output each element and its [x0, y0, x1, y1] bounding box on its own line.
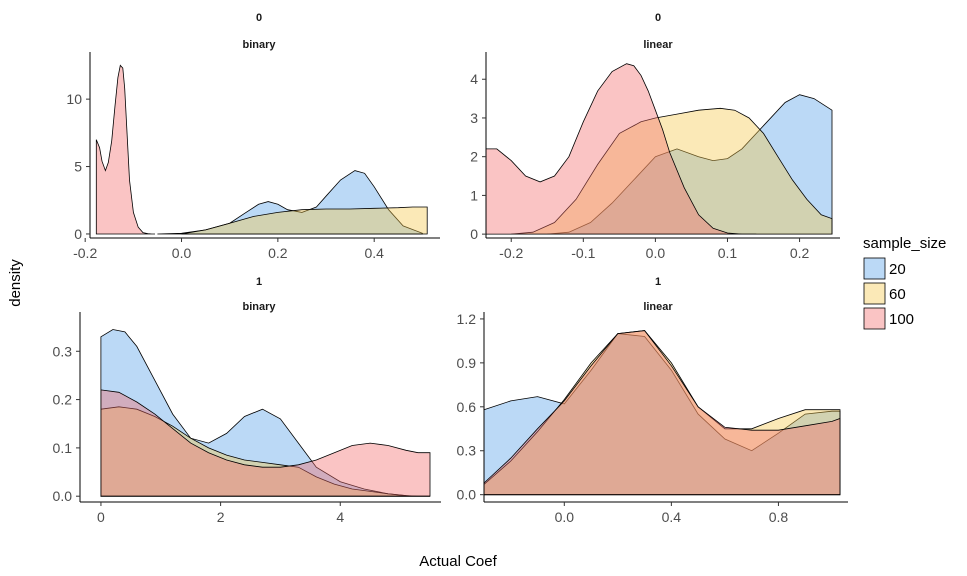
y-tick-label: 0.3 [457, 443, 477, 459]
y-tick-label: 5 [74, 159, 82, 175]
density-area-100 [95, 64, 155, 235]
legend-key-60 [863, 282, 886, 305]
x-tick-label: 4 [336, 509, 344, 525]
facet-strip-top: 1 [655, 276, 661, 288]
density-area-60 [511, 107, 833, 235]
facet-strip-bottom: linear [643, 39, 673, 51]
density-area-100 [100, 389, 431, 497]
x-tick-label: -0.2 [73, 245, 97, 261]
x-tick-label: 0.2 [268, 245, 288, 261]
x-tick-label: -0.2 [499, 245, 523, 261]
density-area-100 [483, 330, 841, 496]
x-tick-label: 0 [97, 509, 105, 525]
y-tick-label: 2 [470, 149, 478, 165]
facet-strip-top: 0 [256, 12, 262, 24]
y-tick-label: 0 [470, 226, 478, 242]
facet-panel: 1 linear 0.0 0.4 0.8 0.0 0.3 0.6 0.9 1.2 [457, 276, 848, 525]
y-tick-label: 0.2 [53, 392, 73, 408]
y-tick-label: 1 [470, 187, 478, 203]
y-tick-label: 0.3 [53, 343, 73, 359]
y-tick-label: 10 [66, 91, 82, 107]
legend-label-100: 100 [889, 311, 914, 328]
y-tick-label: 0.0 [53, 488, 73, 504]
legend-key-100 [863, 307, 886, 330]
x-tick-label: 0.8 [769, 509, 789, 525]
legend-key-20 [863, 257, 886, 280]
legend-title: sample_size [863, 235, 946, 252]
y-tick-label: 1.2 [457, 311, 477, 327]
facet-strip-bottom: binary [242, 301, 276, 313]
facet-panel: 1 binary 0 2 4 0.0 0.1 0.2 0.3 [53, 276, 441, 525]
facet-panel: 0 binary -0.2 0.0 0.2 0.4 0 5 10 [66, 12, 440, 261]
legend: sample_size 20 60 100 [863, 235, 946, 330]
facet-strip-bottom: linear [643, 301, 673, 313]
facet-panel: 0 linear -0.2 -0.1 0.0 0.1 0.2 0 1 2 3 4 [470, 12, 840, 261]
y-tick-label: 0.6 [457, 399, 477, 415]
x-tick-label: 2 [217, 509, 225, 525]
legend-label-60: 60 [889, 286, 906, 303]
x-tick-label: 0.0 [172, 245, 192, 261]
density-area-20 [547, 94, 833, 235]
x-tick-label: 0.1 [718, 245, 738, 261]
density-area-20 [157, 170, 423, 235]
y-tick-label: 0.0 [457, 487, 477, 503]
legend-label-20: 20 [889, 261, 906, 278]
y-tick-label: 0.1 [53, 440, 73, 456]
x-tick-label: 0.4 [364, 245, 384, 261]
facet-strip-bottom: binary [242, 39, 276, 51]
x-tick-label: 0.0 [555, 509, 575, 525]
y-axis-title: density [7, 259, 24, 307]
density-area-100 [485, 63, 757, 235]
x-tick-label: -0.1 [571, 245, 595, 261]
x-tick-label: 0.2 [790, 245, 810, 261]
x-tick-label: 0.4 [662, 509, 682, 525]
y-tick-label: 0.9 [457, 355, 477, 371]
facet-strip-top: 0 [655, 12, 661, 24]
y-tick-label: 4 [470, 71, 478, 87]
y-tick-label: 3 [470, 110, 478, 126]
x-tick-label: 0.0 [646, 245, 666, 261]
y-tick-label: 0 [74, 226, 82, 242]
density-area-60 [181, 206, 428, 235]
x-axis-title: Actual Coef [419, 553, 497, 570]
facet-strip-top: 1 [256, 276, 262, 288]
